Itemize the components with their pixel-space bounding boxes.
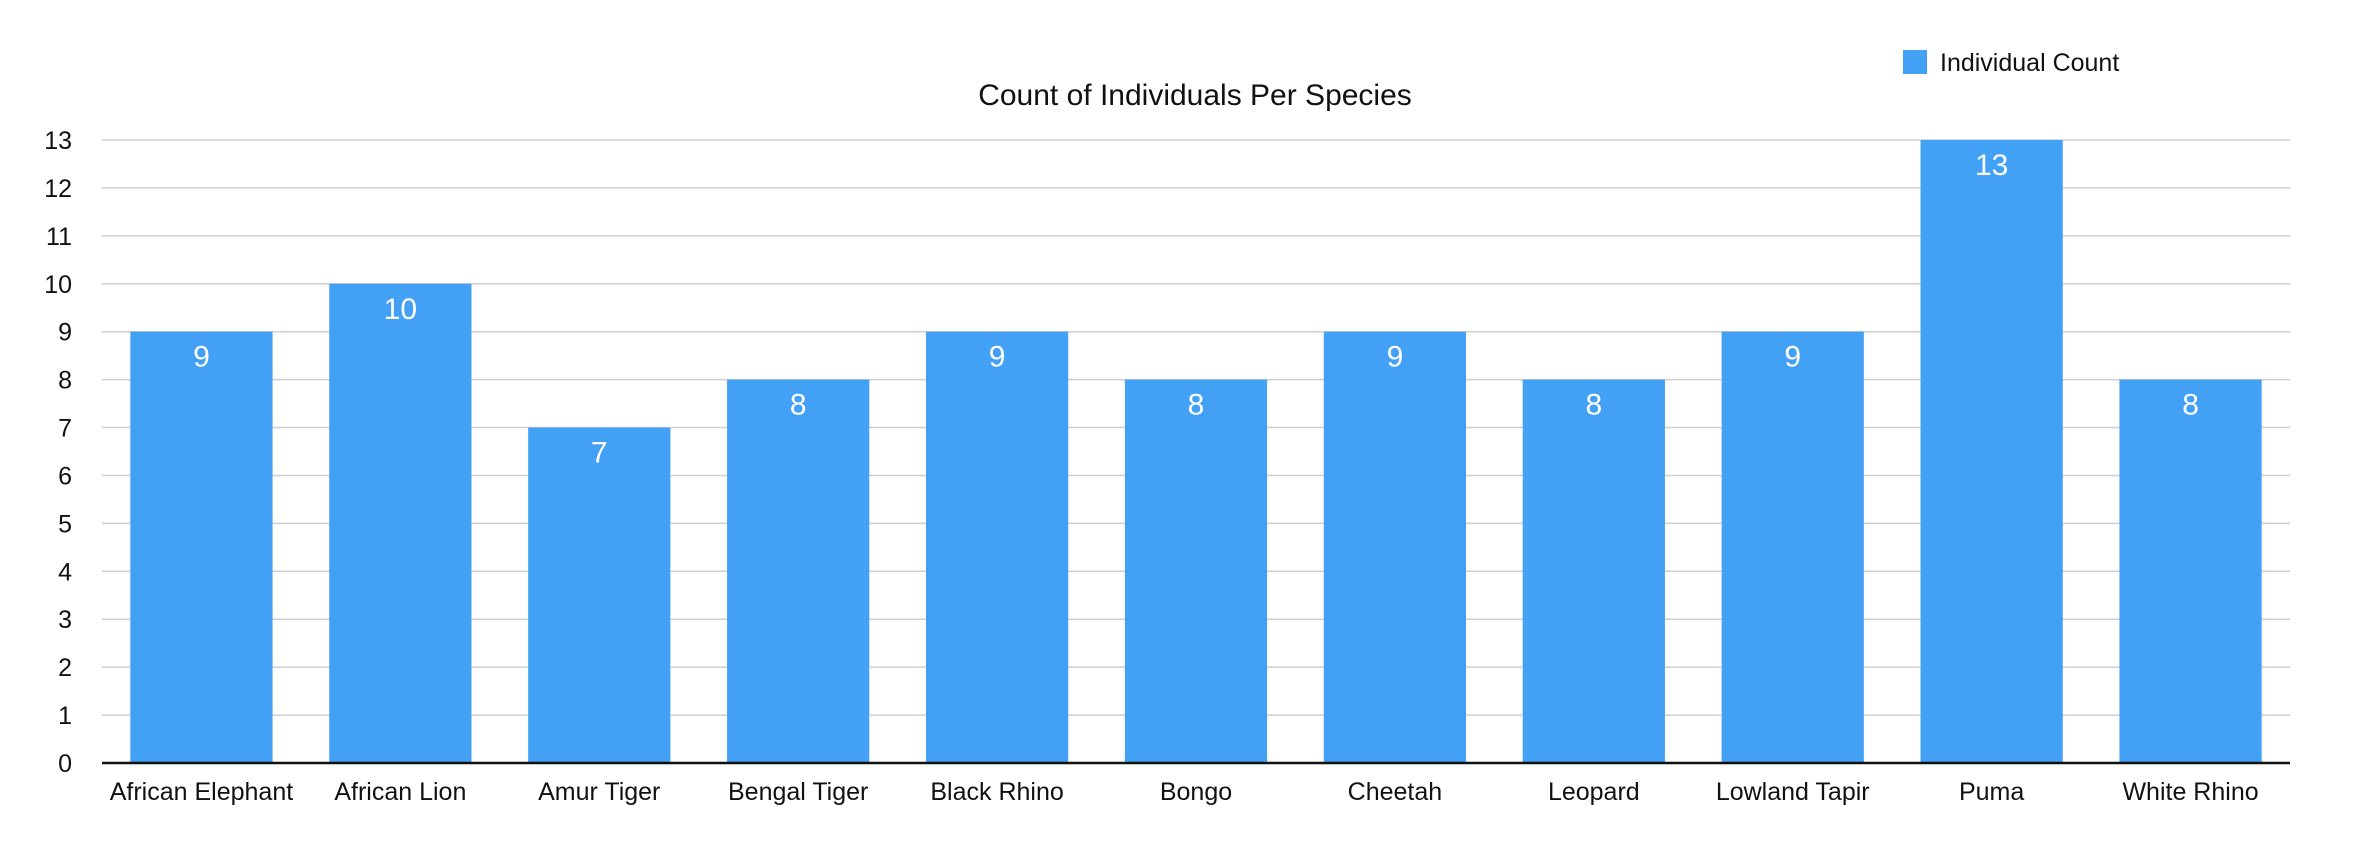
y-tick-label: 0: [58, 750, 72, 778]
bar-value-label: 8: [2182, 389, 2199, 422]
y-tick-label: 6: [58, 462, 72, 490]
x-tick-label: African Lion: [334, 778, 466, 806]
bar: [130, 331, 273, 763]
legend-label: Individual Count: [1940, 49, 2119, 77]
bar-value-label: 9: [1784, 341, 1801, 374]
bar: [1124, 379, 1268, 763]
y-tick-label: 13: [44, 127, 72, 155]
x-tick-label: Bengal Tiger: [728, 778, 868, 806]
legend-swatch: [1903, 50, 1927, 74]
y-tick-label: 4: [58, 558, 72, 586]
x-tick-label: Leopard: [1548, 778, 1640, 806]
x-tick-label: Lowland Tapir: [1716, 778, 1870, 806]
bar-value-label: 8: [1188, 389, 1205, 422]
bar-value-label: 13: [1975, 149, 2008, 182]
x-tick-label: Amur Tiger: [538, 778, 660, 806]
bar-value-label: 7: [591, 437, 608, 470]
y-tick-label: 5: [58, 510, 72, 538]
bar-value-label: 8: [790, 389, 807, 422]
legend: Individual Count: [1903, 49, 2119, 77]
y-tick-label: 2: [58, 654, 72, 682]
x-tick-label: African Elephant: [110, 778, 294, 806]
x-tick-label: White Rhino: [2122, 778, 2258, 806]
bar: [528, 427, 671, 763]
bar-value-label: 9: [1387, 341, 1404, 374]
y-tick-label: 7: [58, 415, 72, 443]
x-tick-label: Black Rhino: [930, 778, 1063, 806]
x-tick-label: Bongo: [1160, 778, 1232, 806]
bars: [130, 140, 2262, 763]
bar: [1323, 331, 1467, 763]
bar-value-label: 9: [989, 341, 1006, 374]
bar: [329, 283, 472, 763]
bar-value-label: 9: [193, 341, 210, 374]
y-tick-label: 10: [44, 271, 72, 299]
bar-value-label: 10: [384, 293, 417, 326]
bar: [925, 331, 1069, 763]
chart-title: Count of Individuals Per Species: [978, 79, 1412, 112]
data-labels: 9 10 7 8 9 8 9 8 9 13 8: [193, 149, 2199, 470]
bar: [2119, 379, 2262, 763]
bar: [1522, 379, 1665, 763]
y-tick-label: 12: [44, 175, 72, 203]
y-tick-label: 9: [58, 319, 72, 347]
x-axis: African Elephant African Lion Amur Tiger Be…: [102, 761, 2290, 806]
y-tick-label: 3: [58, 606, 72, 634]
bar: [1721, 331, 1864, 763]
y-tick-label: 8: [58, 367, 72, 395]
y-tick-label: 11: [46, 223, 72, 251]
bar: [1920, 140, 2063, 763]
y-tick-label: 1: [58, 702, 72, 730]
x-tick-label: Cheetah: [1348, 778, 1443, 806]
x-tick-label: Puma: [1959, 778, 2024, 806]
bar: [727, 379, 870, 763]
bar-value-label: 8: [1585, 389, 1602, 422]
